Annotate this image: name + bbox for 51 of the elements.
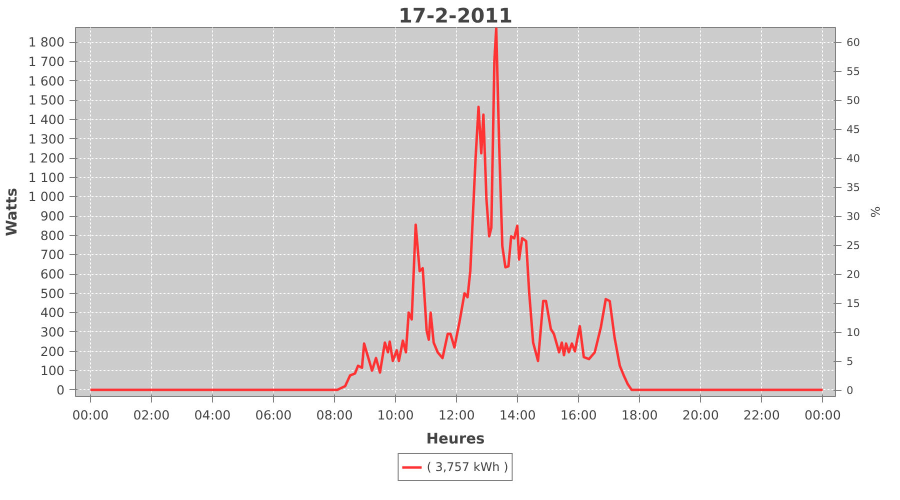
y-tick-label: 1 000 — [28, 189, 64, 204]
y-tick-label: 1 700 — [28, 54, 64, 69]
y-tick-label: 1 600 — [28, 73, 64, 88]
y2-tick-label: 10 — [846, 326, 860, 340]
y-axis-title: Watts — [3, 188, 20, 236]
y-tick-label: 1 300 — [28, 131, 64, 146]
y2-tick-label: 35 — [846, 181, 860, 194]
y-tick-label: 1 200 — [28, 150, 64, 166]
y2-tick-label: 0 — [846, 384, 854, 398]
y-tick-label: 600 — [40, 266, 65, 282]
x-tick-label: 10:00 — [377, 408, 414, 422]
x-tick-label: 22:00 — [743, 408, 780, 422]
y-tick-label: 200 — [40, 344, 65, 359]
y2-tick-label: 30 — [846, 210, 860, 224]
y2-axis-title: % — [868, 206, 882, 218]
x-tick-label: 00:00 — [804, 408, 841, 422]
x-tick-label: 16:00 — [560, 408, 597, 422]
chart-title: 17-2-2011 — [398, 4, 513, 28]
x-tick-label: 18:00 — [621, 408, 658, 422]
y2-tick-label: 55 — [846, 65, 860, 78]
y-tick-label: 1 500 — [28, 92, 64, 108]
y-tick-label: 900 — [40, 208, 65, 224]
x-tick-label: 12:00 — [438, 408, 475, 422]
y-tick-label: 0 — [56, 382, 65, 398]
y-tick-label: 1 800 — [28, 34, 64, 50]
y2-tick-label: 20 — [846, 268, 860, 282]
x-tick-label: 02:00 — [133, 408, 170, 422]
y2-tick-label: 25 — [846, 239, 860, 252]
legend-label: ( 3,757 kWh ) — [426, 460, 508, 474]
y2-tick-label: 40 — [846, 152, 860, 166]
x-tick-label: 20:00 — [682, 408, 719, 422]
y2-tick-label: 45 — [846, 123, 860, 136]
y2-tick-label: 50 — [846, 94, 860, 108]
x-axis-title: Heures — [426, 430, 486, 448]
x-tick-label: 14:00 — [499, 408, 536, 422]
y-tick-label: 300 — [40, 324, 65, 340]
y-tick-label: 1 100 — [28, 170, 64, 185]
x-tick-label: 04:00 — [194, 408, 231, 422]
line-series — [89, 28, 824, 392]
y-tick-label: 800 — [40, 228, 65, 243]
y-tick-label: 400 — [40, 305, 65, 320]
x-tick-label: 08:00 — [316, 408, 353, 422]
x-tick-label: 06:00 — [255, 408, 292, 422]
x-tick-label: 00:00 — [72, 408, 109, 422]
y2-tick-label: 5 — [846, 355, 854, 368]
y-tick-label: 700 — [40, 247, 65, 262]
y-tick-label: 500 — [40, 286, 65, 301]
y-tick-label: 1 400 — [28, 112, 64, 127]
y-tick-label: 100 — [40, 363, 65, 378]
y2-tick-label: 15 — [846, 297, 860, 310]
y2-tick-label: 60 — [846, 36, 860, 50]
